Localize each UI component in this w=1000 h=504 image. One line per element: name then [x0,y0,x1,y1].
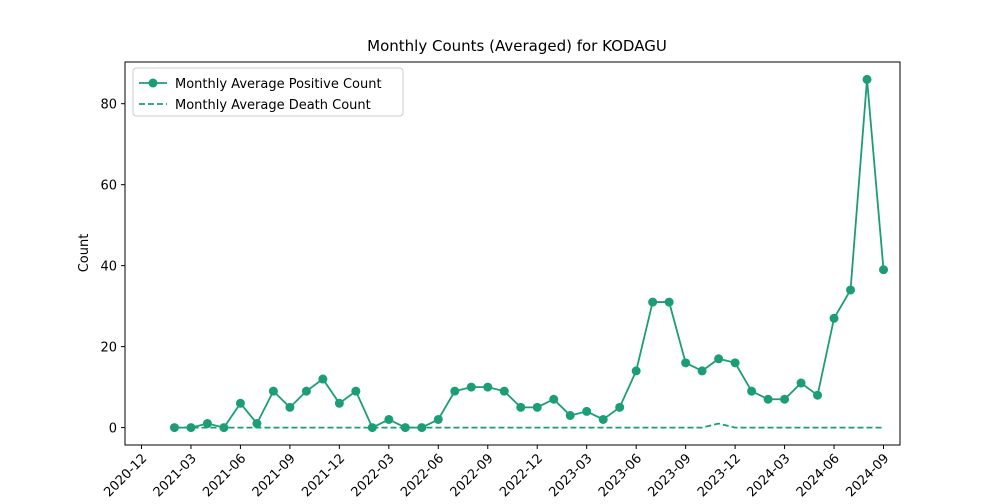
point [351,386,361,396]
chart-title: Monthly Counts (Averaged) for KODAGU [367,37,667,55]
point [813,390,823,400]
point [433,414,443,424]
point [516,402,526,412]
y-tick-label: 80 [100,98,117,113]
point [285,402,295,412]
point [829,313,839,323]
y-tick-label: 20 [100,341,117,356]
point [664,297,674,307]
point [318,374,328,384]
line [174,422,884,429]
point [549,394,559,404]
point [598,414,608,424]
point [648,297,658,307]
point [384,414,394,424]
point [846,285,856,295]
point [796,378,806,388]
point [367,423,377,433]
point [532,402,542,412]
point [466,382,476,392]
point [582,406,592,416]
legend-box [132,67,404,117]
point [565,410,575,420]
point [252,419,262,429]
point [681,358,691,368]
y-tick-label: 60 [100,179,117,194]
point [450,386,460,396]
point [862,74,872,84]
point [186,423,196,433]
plot-frame [124,61,901,446]
y-tick-label: 0 [109,422,117,437]
legend-marker [148,78,158,88]
point [714,354,724,364]
point [747,386,757,396]
point [615,402,625,412]
legend-label: Monthly Average Positive Count [175,77,382,92]
point [499,386,509,396]
point [730,358,740,368]
point [763,394,773,404]
point [879,265,889,275]
point [202,419,212,429]
y-tick-label: 40 [100,260,117,275]
point [483,382,493,392]
point [697,366,707,376]
point [334,398,344,408]
point [268,386,278,396]
point [235,398,245,408]
y-axis-label: Count [77,234,92,273]
point [780,394,790,404]
legend-label: Monthly Average Death Count [175,98,371,113]
point [301,386,311,396]
point [631,366,641,376]
